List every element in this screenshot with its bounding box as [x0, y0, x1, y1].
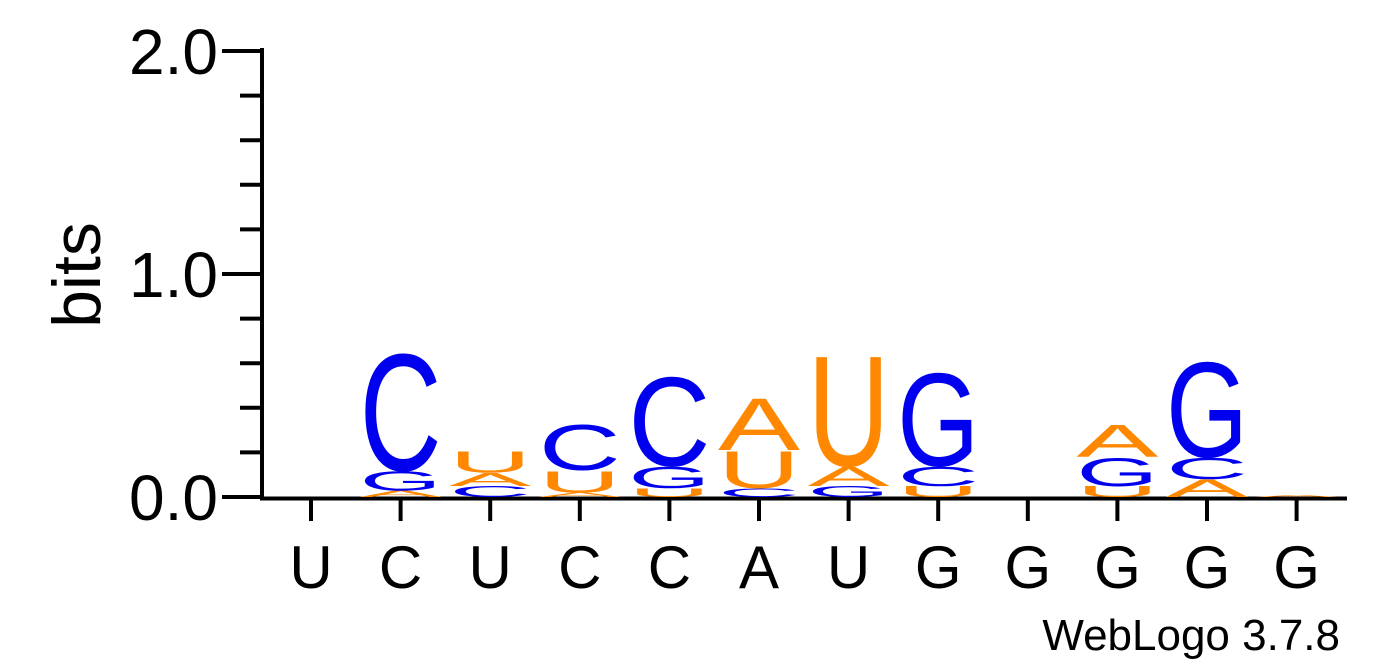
x-tick-label: G [915, 534, 962, 601]
logo-letter-A: A [718, 383, 800, 466]
logo-letter-C: C [897, 461, 979, 492]
logo-letter-A: A [1256, 494, 1338, 497]
x-tick-label: G [1004, 534, 1051, 601]
x-tick-label: U [827, 534, 870, 601]
logo-letter-C: C [360, 320, 442, 506]
logo-letter-A: A [539, 491, 621, 498]
logo-letter-U: U [449, 445, 531, 480]
logo-letter-C: C [628, 351, 710, 493]
logo-letter-A: A [1166, 475, 1248, 503]
logo-letter-G: G [897, 346, 979, 495]
logo-letter-U: U [897, 483, 979, 500]
logo-letter-G: G [1076, 450, 1158, 495]
y-tick-label: 1.0 [129, 239, 218, 311]
logo-letter-G: G [628, 461, 710, 495]
logo-letter-A: A [808, 461, 891, 492]
y-tick-label: 0.0 [129, 462, 218, 534]
logo-letter-U: U [628, 486, 710, 500]
x-tick-label: C [379, 534, 422, 601]
x-tick-label: C [648, 534, 691, 601]
logo-letter-A: A [1076, 415, 1158, 467]
logo-letter-A: A [449, 469, 532, 490]
x-tick-label: G [1273, 534, 1320, 601]
logo-letter-U: U [808, 323, 890, 500]
logo-letter-A: A [360, 489, 442, 499]
x-tick-label: G [1184, 534, 1231, 601]
logo-letter-G: G [360, 465, 442, 496]
x-tick-label: U [289, 534, 332, 601]
y-ticks: 0.0 1.0 2.0 [129, 16, 262, 534]
logo-letter-G: G [1166, 334, 1248, 486]
logo-letter-U: U [539, 465, 621, 500]
footer-label: WebLogo 3.7.8 [1042, 611, 1340, 660]
y-tick-label: 2.0 [129, 16, 218, 88]
logo-letter-U: U [1076, 483, 1158, 500]
logo-letter-C: C [449, 483, 531, 500]
logo-letter-C: C [1166, 451, 1248, 486]
logo-letter-U: U [718, 440, 800, 499]
x-tick-label: U [469, 534, 512, 601]
logo-letter-G: G [808, 483, 890, 500]
x-tick-label: G [1094, 534, 1141, 601]
logo-letter-C: C [539, 411, 621, 484]
y-axis-label: bits [39, 222, 115, 328]
logo-letter-C: C [718, 486, 800, 500]
x-tick-label: C [558, 534, 601, 601]
x-tick-label: A [739, 534, 779, 601]
